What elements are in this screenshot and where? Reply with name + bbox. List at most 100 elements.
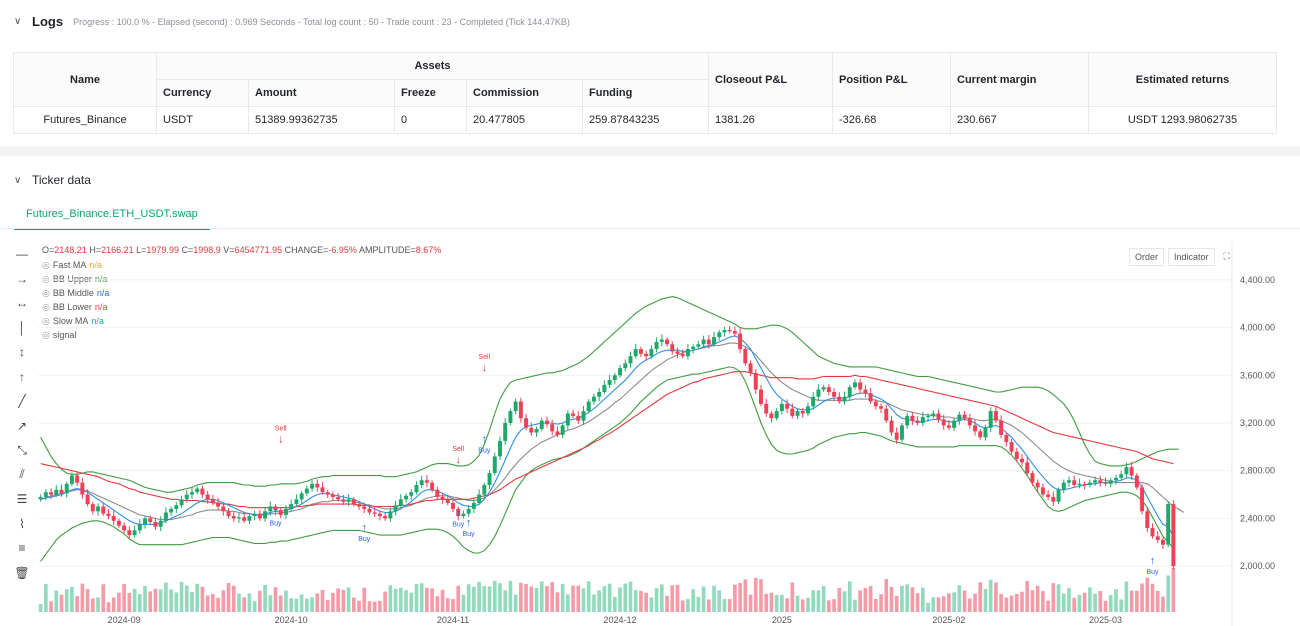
candle-body [1098, 480, 1103, 483]
volume-bar [529, 586, 534, 612]
range-icon[interactable]: ↔ [16, 296, 28, 310]
x-tick-label: 2025 [772, 615, 792, 625]
legend-item[interactable]: ◎ signal [42, 328, 109, 342]
text-icon[interactable]: ≡ [18, 541, 26, 555]
volume-bar [827, 600, 831, 612]
eye-icon[interactable]: ◎ [42, 302, 50, 312]
order-button[interactable]: Order [1129, 248, 1165, 266]
candle-body [445, 499, 450, 503]
candle-body [910, 415, 915, 421]
vertical-line-icon[interactable]: │ [18, 320, 26, 335]
eye-icon[interactable]: ◎ [42, 288, 50, 298]
volume-bar [1035, 585, 1040, 612]
legend-item[interactable]: ◎ BB Upper n/a [42, 272, 109, 286]
candle-body [790, 408, 795, 416]
eye-icon[interactable]: ◎ [42, 274, 50, 284]
volume-bar [195, 583, 200, 612]
volume-bar [586, 581, 591, 612]
candle-body [732, 331, 737, 334]
candle-body [670, 344, 675, 352]
sell-arrow-icon: ↓ [278, 433, 284, 445]
trend-line-icon[interactable]: ╱ [18, 394, 26, 408]
candle-body [111, 516, 116, 521]
horizontal-ray-icon[interactable]: → [16, 271, 28, 286]
header-position: Position P&L [832, 52, 951, 107]
candle-body [179, 499, 184, 506]
volume-bar [545, 586, 549, 612]
legend-item[interactable]: ◎ BB Lower n/a [42, 300, 109, 314]
volume-bar [785, 598, 789, 612]
cell-currency: USDT [156, 106, 249, 134]
candle-body [534, 428, 539, 433]
sell-arrow-icon: ↓ [482, 362, 488, 374]
volume-bar [519, 582, 523, 612]
chevron-down-icon[interactable]: ∨ [14, 16, 22, 27]
ohlc-readout: O=2148.21 H=2166.21 L=1979.99 C=1998.9 V… [42, 245, 441, 255]
close-label: C= [181, 245, 194, 255]
candle-body [1108, 480, 1113, 484]
legend-item[interactable]: ◎ Fast MA n/a [42, 258, 109, 272]
candle-body [409, 492, 414, 496]
candle-body [143, 518, 147, 525]
volume-bar [132, 589, 137, 612]
candle-body [941, 419, 946, 426]
tab-eth-usdt-swap[interactable]: Futures_Binance.ETH_USDT.swap [14, 200, 210, 230]
candle-body [1040, 487, 1045, 495]
volume-bar [607, 583, 612, 612]
pattern-icon[interactable]: ⌇ [19, 516, 25, 531]
eye-icon[interactable]: ◎ [42, 260, 50, 270]
expand-icon[interactable]: ⛶ [1223, 251, 1230, 261]
parallel-channel-icon[interactable]: ⫽ [19, 467, 25, 481]
fib-icon[interactable]: ☰ [16, 492, 28, 506]
candle-body [153, 522, 158, 527]
candle-body [826, 387, 831, 392]
price-chart[interactable]: 2,000.00 2,400.00 2,800.00 3,200.00 3,600.00… [0, 242, 1300, 626]
candle-body [471, 502, 476, 509]
candle-body [498, 440, 502, 457]
volume-bar [748, 594, 753, 612]
eye-icon[interactable]: ◎ [42, 316, 50, 326]
x-tick-label: 2024-12 [604, 615, 637, 625]
legend-item[interactable]: ◎ Slow MA n/a [42, 314, 109, 328]
vertical-ray-icon[interactable]: ↑ [19, 369, 25, 384]
candle-body [988, 411, 993, 428]
horizontal-line-icon[interactable]: — [16, 247, 28, 261]
legend-value: n/a [94, 302, 108, 312]
candle-body [926, 415, 931, 418]
legend-value: n/a [89, 260, 102, 270]
volume-bar [999, 593, 1003, 612]
volume-bar [513, 594, 518, 612]
trash-icon[interactable]: 🗑 [14, 565, 30, 580]
candle-body [899, 425, 904, 440]
candle-body [962, 414, 967, 419]
volume-bar [357, 600, 361, 612]
candle-body [440, 496, 445, 500]
volume-bar [1135, 590, 1139, 612]
chevron-down-icon[interactable]: ∨ [14, 174, 22, 186]
indicator-button[interactable]: Indicator [1168, 248, 1215, 266]
volume-bar [487, 586, 492, 612]
drawing-toolbar: — → ↔ │ ↕ ↑ ╱ ↗ ⤡ ⫽ ☰ ⌇ ≡ 🗑 [12, 244, 36, 587]
volume-bar [712, 585, 716, 612]
ray-icon[interactable]: ↗ [16, 418, 28, 433]
candle-body [54, 489, 59, 495]
candle-body [628, 356, 633, 364]
volume-bar [477, 581, 481, 612]
eye-icon[interactable]: ◎ [42, 330, 50, 340]
vertical-segment-icon[interactable]: ↕ [19, 345, 25, 359]
candle-body [148, 518, 153, 523]
x-tick-label: 2025-03 [1089, 615, 1122, 625]
volume-bar [472, 586, 476, 612]
bb-middle-line [40, 342, 1185, 521]
x-tick-label: 2024-11 [437, 615, 469, 625]
logs-header[interactable]: ∨ Logs Progress : 100.0 % - Elapsed (sec… [14, 14, 570, 29]
volume-bar [863, 588, 868, 612]
ticker-header[interactable]: ∨ Ticker data [14, 173, 91, 187]
extended-line-icon[interactable]: ⤡ [17, 442, 27, 457]
candle-body [779, 403, 784, 412]
candle-body [1046, 494, 1051, 497]
volume-bar [1041, 591, 1045, 612]
volume-bar [790, 582, 795, 612]
candle-body [518, 401, 523, 419]
legend-item[interactable]: ◎ BB Middle n/a [42, 286, 109, 300]
